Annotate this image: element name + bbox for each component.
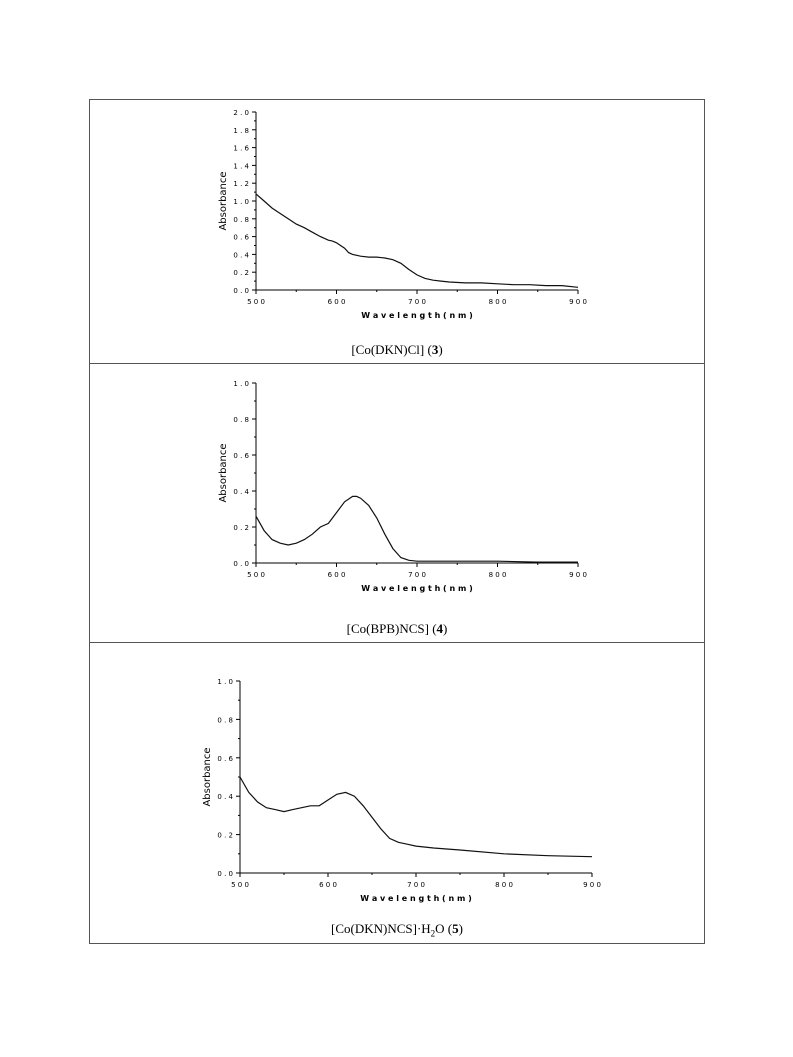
y-tick-label: 0 . 0 (233, 560, 249, 568)
y-tick-label: 0 . 2 (233, 269, 249, 277)
y-tick-label: 0 . 0 (217, 870, 233, 878)
x-tick-label: 8 0 0 (489, 298, 507, 306)
y-tick-label: 0 . 4 (233, 251, 249, 259)
y-tick-label: 0 . 4 (233, 488, 249, 496)
x-tick-label: 5 0 0 (247, 298, 265, 306)
y-tick-label: 0 . 2 (233, 524, 249, 532)
caption-3: [Co(DKN)NCS]·H2O (5) (331, 921, 463, 939)
caption-1: [Co(DKN)Cl] (3) (351, 342, 443, 357)
x-tick-label: 8 0 0 (495, 881, 513, 889)
chart-1: 0 . 0 0 . 2 0 . 4 0 . 6 0 . 8 1 . 0 1 . 2 1 . 4… (218, 109, 587, 320)
y-tick-label: 1 . 4 (233, 162, 249, 170)
y-axis-label: Absorbance (218, 171, 229, 230)
y-tick-label: 1 . 6 (233, 145, 249, 153)
x-axis-label: W a v e l e n g t h ( n m ) (361, 584, 473, 593)
y-tick-label: 0 . 2 (217, 832, 233, 840)
caption-2: [Co(BPB)NCS] (4) (346, 621, 448, 636)
y-tick-label: 0 . 6 (217, 755, 233, 763)
x-tick-label: 6 0 0 (319, 881, 337, 889)
x-tick-label: 7 0 0 (408, 571, 426, 579)
y-tick-label: 1 . 8 (233, 127, 249, 135)
x-tick-label: 6 0 0 (328, 571, 346, 579)
absorbance-series-line (239, 776, 593, 858)
y-axis-label: Absorbance (202, 747, 213, 806)
y-tick-label: 0 . 6 (233, 234, 249, 242)
y-tick-label: 2 . 0 (233, 109, 249, 117)
chart-3: 0 . 0 0 . 2 0 . 4 0 . 6 0 . 8 1 . 0 5 0 0 6 0 0… (202, 678, 601, 903)
x-tick-label: 7 0 0 (408, 298, 426, 306)
y-tick-label: 1 . 0 (217, 678, 233, 686)
y-tick-label: 0 . 8 (233, 216, 249, 224)
x-tick-label: 5 0 0 (231, 881, 249, 889)
y-tick-label: 0 . 0 (233, 287, 249, 295)
x-tick-label: 9 0 0 (569, 298, 587, 306)
y-tick-label: 1 . 0 (233, 380, 249, 388)
y-tick-label: 0 . 6 (233, 452, 249, 460)
x-tick-label: 6 0 0 (328, 298, 346, 306)
x-tick-label: 8 0 0 (489, 571, 507, 579)
y-axis-label: Absorbance (218, 443, 229, 502)
x-tick-label: 5 0 0 (247, 571, 265, 579)
panel-2: 0 . 0 0 . 2 0 . 4 0 . 6 0 . 8 1 . 0 5 0 0 6 0 0… (90, 364, 704, 643)
x-tick-label: 9 0 0 (569, 571, 587, 579)
x-tick-label: 7 0 0 (407, 881, 425, 889)
y-tick-label: 0 . 4 (217, 793, 233, 801)
x-axis-label: W a v e l e n g t h ( n m ) (360, 894, 472, 903)
y-tick-label: 1 . 2 (233, 180, 249, 188)
y-tick-label: 0 . 8 (233, 416, 249, 424)
absorbance-series-line (255, 495, 578, 563)
absorbance-series-line (255, 193, 579, 288)
x-axis-label: W a v e l e n g t h ( n m ) (361, 311, 473, 320)
panel-1: 0 . 0 0 . 2 0 . 4 0 . 6 0 . 8 1 . 0 1 . 2 1 . 4… (90, 100, 704, 364)
y-tick-label: 0 . 8 (217, 716, 233, 724)
figure-frame: 0 . 0 0 . 2 0 . 4 0 . 6 0 . 8 1 . 0 1 . 2 1 . 4… (89, 99, 705, 944)
x-tick-label: 9 0 0 (583, 881, 601, 889)
panel-3: 0 . 0 0 . 2 0 . 4 0 . 6 0 . 8 1 . 0 5 0 0 6 0 0… (90, 643, 704, 943)
chart-2: 0 . 0 0 . 2 0 . 4 0 . 6 0 . 8 1 . 0 5 0 0 6 0 0… (218, 380, 587, 593)
y-tick-label: 1 . 0 (233, 198, 249, 206)
